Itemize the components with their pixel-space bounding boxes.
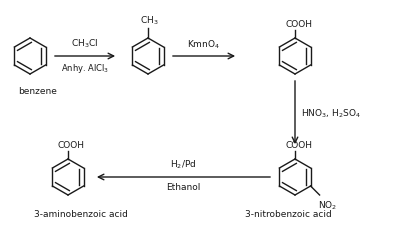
Text: COOH: COOH (285, 20, 312, 29)
Text: CH$_3$Cl: CH$_3$Cl (71, 37, 99, 50)
Text: COOH: COOH (58, 140, 85, 149)
Text: NO$_2$: NO$_2$ (318, 199, 337, 212)
Text: HNO$_3$, H$_2$SO$_4$: HNO$_3$, H$_2$SO$_4$ (301, 107, 361, 119)
Text: Ethanol: Ethanol (166, 182, 201, 191)
Text: 3-nitrobenzoic acid: 3-nitrobenzoic acid (245, 209, 332, 218)
Text: COOH: COOH (285, 140, 312, 149)
Text: 3-aminobenzoic acid: 3-aminobenzoic acid (34, 209, 128, 218)
Text: Anhy. AlCl$_3$: Anhy. AlCl$_3$ (61, 62, 109, 75)
Text: CH$_3$: CH$_3$ (140, 14, 159, 27)
Text: benzene: benzene (18, 87, 57, 96)
Text: H$_2$/Pd: H$_2$/Pd (170, 158, 197, 170)
Text: KmnO$_4$: KmnO$_4$ (188, 38, 220, 51)
